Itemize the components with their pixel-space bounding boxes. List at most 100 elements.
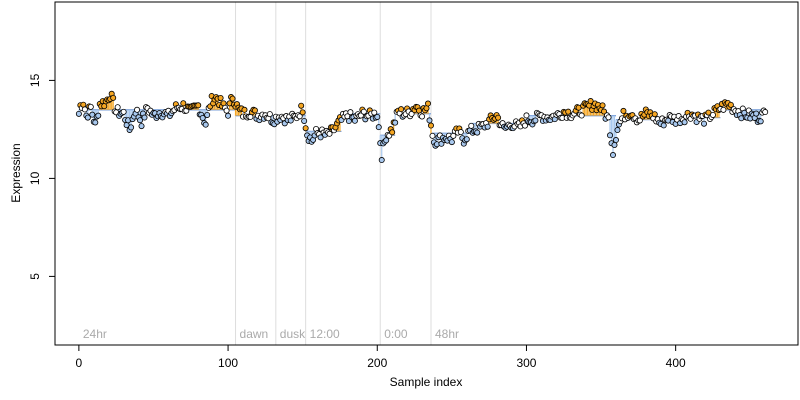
sample-point xyxy=(360,108,367,115)
sample-point xyxy=(424,100,431,107)
sample-point xyxy=(241,106,248,113)
sample-point xyxy=(225,112,232,119)
sample-point xyxy=(427,122,434,129)
sample-point xyxy=(302,125,309,132)
segment-labels: 24hr dawn dusk 12:00 0:00 48hr xyxy=(83,327,459,341)
x-tick-label: 0 xyxy=(76,356,83,370)
sample-point xyxy=(229,95,236,102)
sample-point xyxy=(468,122,475,129)
sample-point xyxy=(296,113,303,120)
sample-point xyxy=(636,117,643,124)
sample-point xyxy=(620,107,627,114)
sample-point xyxy=(84,114,91,121)
y-axis: 5 10 15 xyxy=(28,73,56,280)
sample-point xyxy=(419,113,426,120)
sample-point xyxy=(578,112,585,119)
sample-point xyxy=(87,103,94,110)
sample-point xyxy=(301,117,308,124)
y-tick-label: 10 xyxy=(28,171,42,185)
sample-point xyxy=(532,117,539,124)
segment-dividers xyxy=(235,2,432,345)
sample-point xyxy=(287,117,294,124)
sample-point xyxy=(75,110,82,117)
sample-point xyxy=(81,106,88,113)
sample-point xyxy=(378,157,385,164)
segment-label: 24hr xyxy=(83,327,107,341)
sample-point xyxy=(429,132,436,139)
sample-point xyxy=(457,129,464,136)
sample-point xyxy=(326,130,333,137)
sample-point xyxy=(599,102,606,109)
sample-point xyxy=(266,111,273,118)
x-tick-label: 100 xyxy=(218,356,238,370)
sample-point xyxy=(587,98,594,105)
sample-point xyxy=(463,136,470,143)
sample-point xyxy=(138,123,145,130)
segment-label: 48hr xyxy=(435,327,459,341)
sample-point xyxy=(141,114,148,121)
plot-frame xyxy=(54,1,799,346)
sample-point xyxy=(299,109,306,116)
sample-point xyxy=(347,109,354,116)
sample-point xyxy=(134,106,141,113)
sample-point xyxy=(120,108,127,115)
sample-point xyxy=(375,124,382,131)
sample-point xyxy=(709,111,716,118)
sample-point xyxy=(137,117,144,124)
sample-point xyxy=(727,101,734,108)
segment-label: 12:00 xyxy=(310,327,340,341)
sample-point xyxy=(180,100,187,107)
sample-point xyxy=(351,117,358,124)
sample-point xyxy=(474,129,481,136)
sample-point xyxy=(202,121,209,128)
x-axis: 0 100 200 300 400 xyxy=(76,344,686,370)
sample-point xyxy=(565,108,572,115)
sample-point xyxy=(204,111,211,118)
sample-point xyxy=(398,106,405,113)
sample-point xyxy=(448,139,455,146)
y-axis-label: Expression xyxy=(9,143,23,202)
sample-point xyxy=(651,111,658,118)
sample-point xyxy=(757,118,764,125)
sample-point xyxy=(426,117,433,124)
sample-point xyxy=(128,124,135,131)
sample-point xyxy=(392,119,399,126)
x-tick-label: 300 xyxy=(516,356,536,370)
segment-label: dawn xyxy=(240,327,269,341)
sample-point xyxy=(720,106,727,113)
sample-point xyxy=(660,122,667,129)
sample-point xyxy=(521,122,528,129)
sample-point xyxy=(605,114,612,121)
sample-point xyxy=(114,104,121,111)
sample-point xyxy=(101,103,108,110)
x-tick-label: 400 xyxy=(666,356,686,370)
sample-point xyxy=(389,129,396,136)
sample-point xyxy=(612,137,619,144)
sample-point xyxy=(110,94,117,101)
x-axis-label: Sample index xyxy=(390,375,463,389)
sample-point xyxy=(753,110,760,117)
sample-points xyxy=(75,90,769,164)
sample-point xyxy=(92,119,99,126)
sample-point xyxy=(317,134,324,141)
sample-point xyxy=(217,94,224,101)
y-tick-label: 15 xyxy=(28,73,42,87)
sample-point xyxy=(681,119,688,126)
sample-point xyxy=(374,113,381,120)
sample-point xyxy=(523,112,530,119)
sample-point xyxy=(195,102,202,109)
sample-point xyxy=(383,137,390,144)
segment-label: dusk xyxy=(280,327,306,341)
y-tick-label: 5 xyxy=(28,273,42,280)
sample-point xyxy=(701,120,708,127)
sample-point xyxy=(251,107,258,114)
sample-point xyxy=(762,109,769,116)
x-tick-label: 200 xyxy=(367,356,387,370)
sample-point xyxy=(95,112,102,119)
segment-label: 0:00 xyxy=(384,327,408,341)
sample-point xyxy=(223,107,230,114)
sample-point xyxy=(614,127,621,134)
sample-point xyxy=(607,132,614,139)
sample-point xyxy=(611,141,618,148)
